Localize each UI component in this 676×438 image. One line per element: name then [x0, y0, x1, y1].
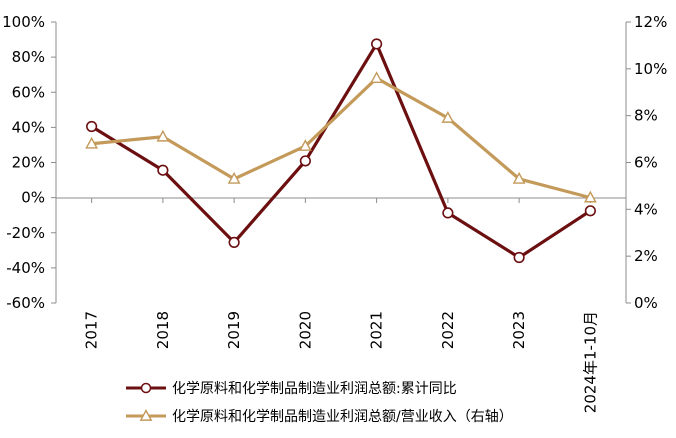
series-line [90, 42, 592, 260]
data-point [157, 164, 169, 176]
left-tick-label: 80% [12, 48, 45, 66]
data-point [227, 171, 241, 184]
x-tick-label: 2017 [83, 311, 101, 349]
left-tick-label: -20% [6, 224, 45, 242]
x-tick-label: 2023 [510, 311, 528, 349]
axes [55, 22, 627, 303]
right-tick-label: 10% [634, 60, 667, 78]
right-tick-label: 4% [634, 200, 658, 218]
legend-label: 化学原料和化学制品制造业利润总额:累计同比 [172, 381, 457, 397]
left-tick-label: 60% [12, 83, 45, 101]
series-line [91, 76, 591, 200]
data-point [85, 136, 99, 149]
data-point [228, 236, 240, 249]
legend-label: 化学原料和化学制品制造业利润总额/营业收入（右轴） [172, 409, 513, 425]
right-axis-ticks: 0% 2% 4% 6% 8% 10% 12% [626, 13, 667, 312]
data-point [371, 38, 383, 50]
left-axis-ticks: -60% -40% -20% 0% 20% 40% 60% 80% 100% [2, 13, 56, 312]
x-axis-ticks: 2017 2018 2019 2020 2021 2022 2023 2024年1-10月 [83, 198, 599, 413]
legend-item: 化学原料和化学制品制造业利润总额/营业收入（右轴） [126, 409, 513, 425]
left-tick-label: -40% [6, 259, 45, 277]
x-tick-label: 2022 [439, 311, 457, 349]
data-point [442, 207, 454, 219]
x-tick-label: 2024年1-10月 [581, 311, 599, 413]
left-tick-label: 100% [2, 13, 45, 31]
data-point [584, 205, 596, 217]
data-point [513, 251, 525, 264]
right-tick-label: 2% [634, 247, 658, 265]
data-point [86, 120, 98, 133]
legend-item: 化学原料和化学制品制造业利润总额:累计同比 [126, 381, 457, 397]
data-point [441, 111, 455, 123]
data-point [298, 139, 312, 151]
left-tick-label: 0% [21, 189, 45, 207]
left-tick-label: 40% [12, 118, 45, 136]
data-point [583, 190, 597, 203]
legend-marker [139, 409, 153, 421]
right-tick-label: 6% [634, 154, 658, 172]
left-tick-label: 20% [12, 154, 45, 172]
data-point [370, 71, 384, 84]
data-point [299, 155, 311, 167]
series-1 [86, 38, 596, 264]
series-2 [85, 71, 597, 203]
legend-marker [140, 382, 152, 394]
right-tick-label: 0% [634, 294, 658, 312]
data-point [156, 129, 170, 142]
right-tick-label: 12% [634, 13, 667, 31]
x-tick-label: 2018 [154, 311, 172, 349]
x-tick-label: 2020 [296, 311, 314, 349]
data-point [512, 171, 526, 184]
right-tick-label: 8% [634, 107, 658, 125]
x-tick-label: 2021 [368, 311, 386, 349]
series-layer [85, 38, 597, 264]
x-tick-label: 2019 [225, 311, 243, 349]
left-tick-label: -60% [6, 294, 45, 312]
legend: 化学原料和化学制品制造业利润总额:累计同比化学原料和化学制品制造业利润总额/营业… [126, 381, 513, 425]
